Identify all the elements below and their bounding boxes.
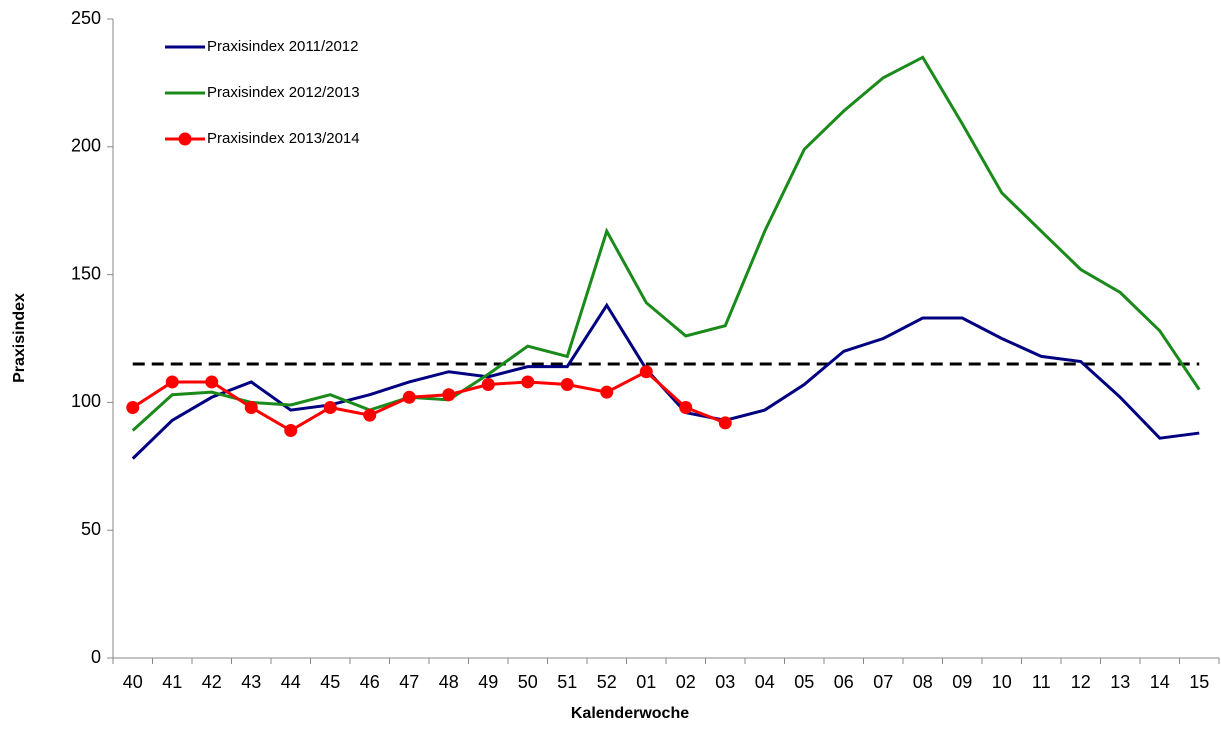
y-tick-label: 100 [71, 391, 101, 411]
x-tick-label: 46 [360, 672, 380, 692]
x-tick-label: 45 [320, 672, 340, 692]
x-tick-label: 13 [1110, 672, 1130, 692]
series-marker [402, 390, 416, 404]
x-tick-label: 01 [636, 672, 656, 692]
legend-label: Praxisindex 2013/2014 [207, 130, 360, 147]
x-tick-label: 10 [992, 672, 1012, 692]
y-tick-label: 150 [71, 263, 101, 283]
series-line [131, 55, 1201, 432]
y-tick-label: 0 [91, 647, 101, 667]
series-marker [560, 378, 574, 392]
x-tick-label: 42 [202, 672, 222, 692]
series-marker [600, 385, 614, 399]
x-tick-label: 02 [676, 672, 696, 692]
x-tick-label: 09 [952, 672, 972, 692]
y-tick-label: 200 [71, 136, 101, 156]
legend-marker [178, 132, 192, 146]
x-tick-label: 08 [913, 672, 933, 692]
series-line [131, 369, 726, 433]
series-marker [323, 401, 337, 415]
series-marker [521, 375, 535, 389]
x-tick-label: 40 [123, 672, 143, 692]
x-tick-label: 49 [478, 672, 498, 692]
x-tick-label: 47 [399, 672, 419, 692]
x-tick-label: 03 [715, 672, 735, 692]
x-tick-label: 04 [755, 672, 775, 692]
legend-label: Praxisindex 2012/2013 [207, 84, 360, 101]
x-tick-label: 15 [1189, 672, 1209, 692]
series-marker [363, 408, 377, 422]
y-axis-title: Praxisindex [11, 293, 28, 383]
series-marker [165, 375, 179, 389]
x-axis-title: Kalenderwoche [571, 705, 689, 722]
x-tick-label: 44 [281, 672, 301, 692]
x-tick-label: 07 [873, 672, 893, 692]
x-tick-label: 50 [518, 672, 538, 692]
x-tick-label: 41 [162, 672, 182, 692]
x-tick-label: 52 [597, 672, 617, 692]
x-tick-label: 12 [1071, 672, 1091, 692]
y-tick-label: 250 [71, 8, 101, 28]
x-tick-label: 48 [439, 672, 459, 692]
x-tick-label: 05 [794, 672, 814, 692]
series-marker [442, 388, 456, 402]
series-marker [244, 401, 258, 415]
series-marker [679, 401, 693, 415]
legend-label: Praxisindex 2011/2012 [207, 38, 359, 55]
y-tick-label: 50 [81, 519, 101, 539]
series-marker [284, 424, 298, 438]
series-marker [481, 378, 495, 392]
x-tick-label: 51 [557, 672, 577, 692]
series-marker [126, 401, 140, 415]
x-tick-label: 06 [834, 672, 854, 692]
x-tick-label: 11 [1032, 672, 1051, 692]
series-marker [639, 365, 653, 379]
series-marker [205, 375, 219, 389]
x-tick-label: 43 [241, 672, 261, 692]
series-marker [718, 416, 732, 430]
x-tick-label: 14 [1150, 672, 1170, 692]
